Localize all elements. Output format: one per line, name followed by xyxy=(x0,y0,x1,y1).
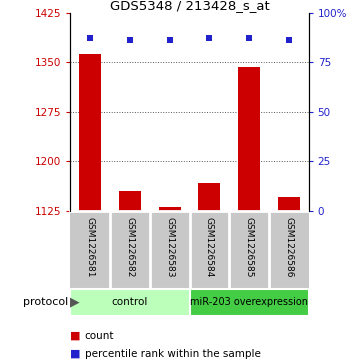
Text: protocol: protocol xyxy=(23,297,69,307)
Bar xyxy=(70,289,190,316)
Bar xyxy=(238,68,260,211)
Text: count: count xyxy=(85,331,114,341)
Text: ■: ■ xyxy=(70,349,81,359)
Bar xyxy=(278,197,300,211)
Text: miR-203 overexpression: miR-203 overexpression xyxy=(190,297,308,307)
Text: GSM1226585: GSM1226585 xyxy=(245,217,253,277)
Bar xyxy=(159,207,180,211)
Bar xyxy=(199,183,220,211)
Text: GSM1226582: GSM1226582 xyxy=(126,217,134,277)
Text: GSM1226586: GSM1226586 xyxy=(284,217,293,277)
Text: control: control xyxy=(112,297,148,307)
Text: ▶: ▶ xyxy=(70,296,80,309)
Text: percentile rank within the sample: percentile rank within the sample xyxy=(85,349,261,359)
Title: GDS5348 / 213428_s_at: GDS5348 / 213428_s_at xyxy=(110,0,269,12)
Text: ■: ■ xyxy=(70,331,81,341)
Text: GSM1226584: GSM1226584 xyxy=(205,217,214,277)
Bar xyxy=(79,54,101,211)
Bar xyxy=(190,289,309,316)
Bar xyxy=(119,191,141,211)
Text: GSM1226583: GSM1226583 xyxy=(165,217,174,277)
Text: GSM1226581: GSM1226581 xyxy=(86,217,95,277)
